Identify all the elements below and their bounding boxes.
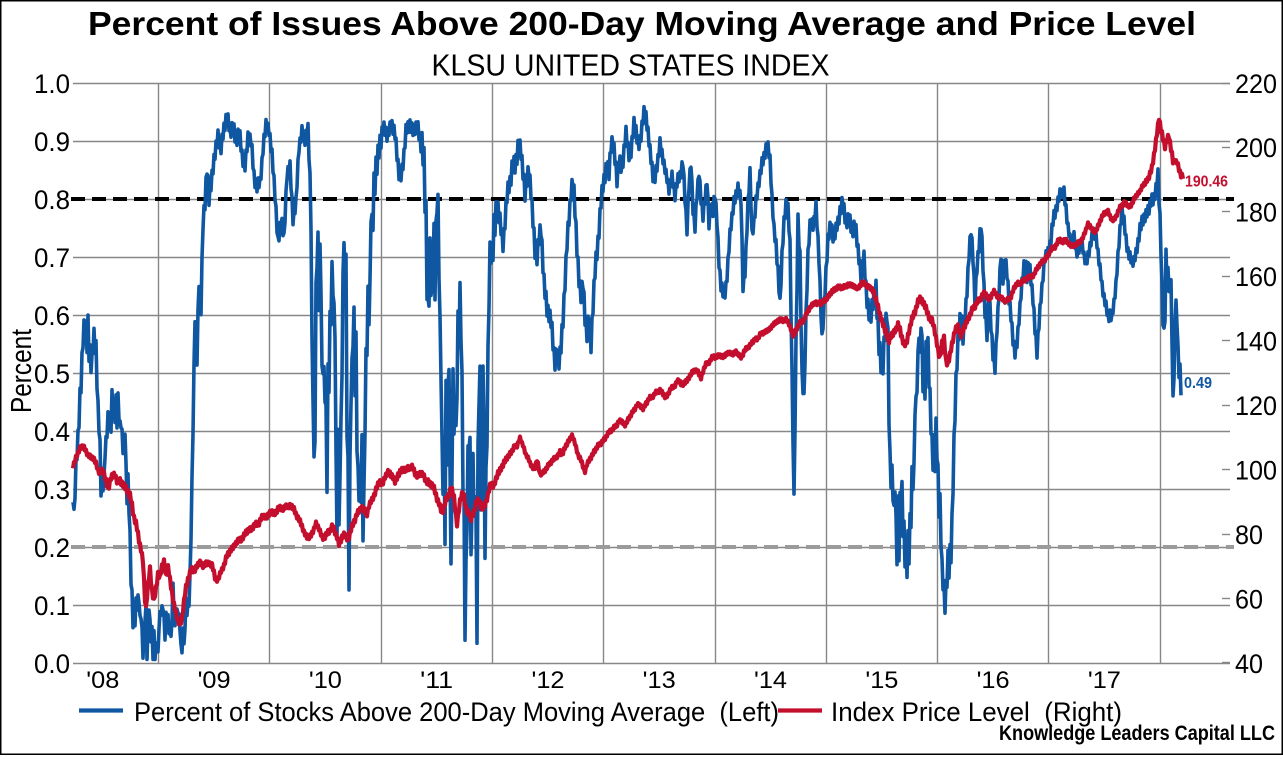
svg-text:220: 220 bbox=[1235, 69, 1277, 99]
svg-text:190.46: 190.46 bbox=[1185, 174, 1228, 191]
svg-text:'12: '12 bbox=[532, 667, 565, 694]
svg-text:'14: '14 bbox=[754, 667, 787, 694]
svg-text:'10: '10 bbox=[309, 667, 342, 694]
svg-text:Percent: Percent bbox=[6, 329, 38, 413]
svg-text:0.2: 0.2 bbox=[34, 533, 70, 563]
svg-text:0.8: 0.8 bbox=[34, 185, 70, 215]
svg-text:'11: '11 bbox=[420, 667, 453, 694]
svg-text:200: 200 bbox=[1235, 133, 1277, 163]
svg-text:0.9: 0.9 bbox=[34, 127, 70, 157]
svg-text:'15: '15 bbox=[865, 667, 898, 694]
svg-text:Index Price Level (Right): Index Price Level (Right) bbox=[831, 697, 1122, 727]
svg-text:100: 100 bbox=[1235, 456, 1277, 486]
svg-text:0.49: 0.49 bbox=[1184, 375, 1212, 392]
svg-text:0.1: 0.1 bbox=[34, 591, 70, 621]
svg-text:40: 40 bbox=[1235, 649, 1263, 679]
svg-text:0.6: 0.6 bbox=[34, 301, 70, 331]
svg-text:120: 120 bbox=[1235, 391, 1277, 421]
svg-text:Percent of Issues Above 200-Da: Percent of Issues Above 200-Day Moving A… bbox=[88, 6, 1196, 43]
svg-text:KLSU UNITED STATES INDEX: KLSU UNITED STATES INDEX bbox=[432, 48, 830, 83]
svg-text:'09: '09 bbox=[198, 667, 231, 694]
svg-text:Knowledge Leaders Capital LLC: Knowledge Leaders Capital LLC bbox=[999, 722, 1275, 745]
svg-text:180: 180 bbox=[1235, 198, 1277, 228]
svg-text:'13: '13 bbox=[643, 667, 676, 694]
svg-text:0.4: 0.4 bbox=[34, 417, 70, 447]
svg-text:0.5: 0.5 bbox=[34, 359, 70, 389]
svg-text:'16: '16 bbox=[977, 667, 1010, 694]
svg-text:160: 160 bbox=[1235, 262, 1277, 292]
svg-text:'08: '08 bbox=[86, 667, 119, 694]
svg-text:Percent of Stocks Above 200-Da: Percent of Stocks Above 200-Day Moving A… bbox=[134, 697, 779, 727]
svg-text:0.3: 0.3 bbox=[34, 475, 70, 505]
svg-text:'17: '17 bbox=[1088, 667, 1121, 694]
svg-text:140: 140 bbox=[1235, 327, 1277, 357]
svg-text:80: 80 bbox=[1235, 520, 1263, 550]
svg-text:1.0: 1.0 bbox=[34, 69, 70, 99]
svg-text:0.7: 0.7 bbox=[34, 243, 70, 273]
svg-text:60: 60 bbox=[1235, 584, 1263, 614]
svg-text:0.0: 0.0 bbox=[34, 649, 70, 679]
